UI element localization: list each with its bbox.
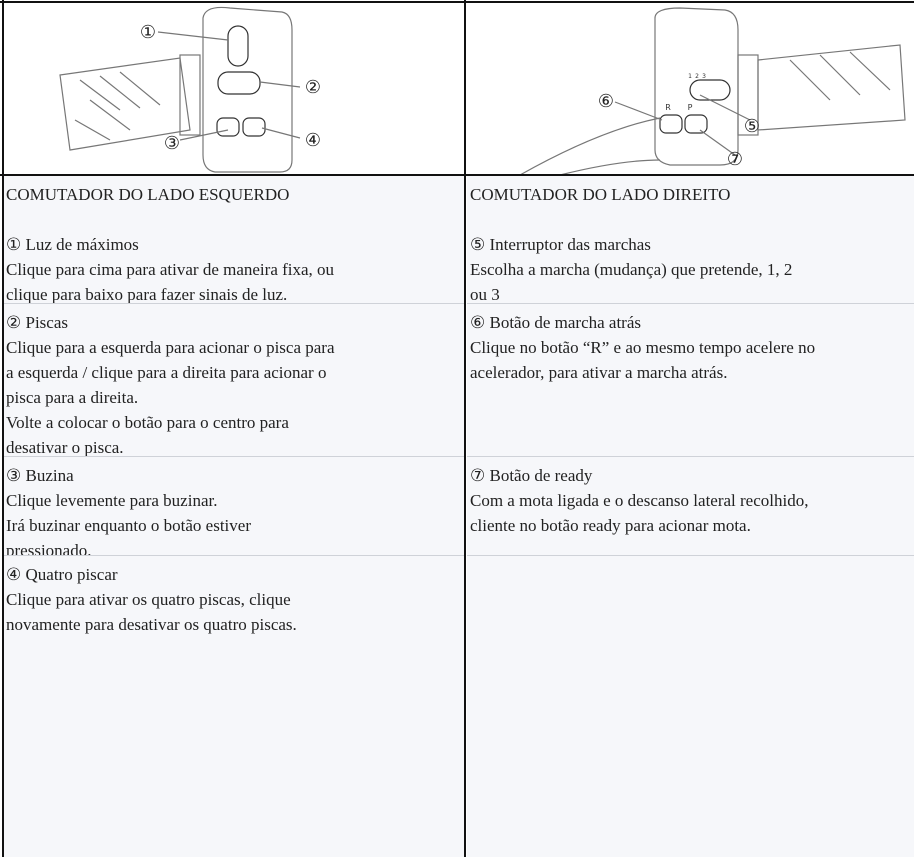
table-cell (467, 555, 914, 857)
item-title: ⑦ Botão de ready (470, 466, 593, 485)
item-text: Volte a colocar o botão para o centro pa… (6, 413, 289, 432)
switch-label: 3 (702, 73, 706, 80)
item-text: Clique para cima para ativar de maneira … (6, 260, 335, 279)
callout: ③ (164, 133, 180, 154)
item-text: Clique para a esquerda para acionar o pi… (6, 338, 335, 357)
item-text: cliente no botão ready para acionar mota… (470, 516, 751, 535)
table-cell: ④ Quatro piscar Clique para ativar os qua… (3, 555, 465, 857)
border (2, 0, 4, 857)
item-text: novamente para desativar os quatro pisca… (6, 615, 297, 634)
switch-label: R (665, 103, 671, 112)
item-text: pisca para a direita. (6, 388, 139, 407)
border (0, 1, 914, 3)
heading: COMUTADOR DO LADO DIREITO (470, 185, 731, 204)
item-title: ⑤ Interruptor das marchas (470, 235, 651, 254)
border (464, 0, 466, 857)
item-text: desativar o pisca. (6, 438, 124, 456)
item-title: ① Luz de máximos (6, 235, 139, 254)
item-text: Escolha a marcha (mudança) que pretende,… (470, 260, 793, 279)
switch-label: 1 (688, 73, 692, 80)
table-cell: ② Piscas Clique para a esquerda para acio… (3, 303, 465, 456)
table-cell: ⑥ Botão de marcha atrás Clique no botão “… (467, 303, 914, 456)
item-text: Com a mota ligada e o descanso lateral r… (470, 491, 809, 510)
item-title: ④ Quatro piscar (6, 565, 118, 584)
spacer (6, 207, 465, 232)
switch-label: 2 (695, 73, 699, 80)
border (0, 174, 914, 176)
spacer (470, 207, 914, 232)
callout: ② (305, 77, 321, 98)
item-text: Irá buzinar enquanto o botão estiver (6, 516, 251, 535)
item-text: a esquerda / clique para a direita para … (6, 363, 327, 382)
table-cell: COMUTADOR DO LADO ESQUERDO ① Luz de máxim… (3, 175, 465, 303)
item-title: ② Piscas (6, 313, 68, 332)
callout: ⑦ (727, 149, 743, 170)
item-title: ⑥ Botão de marcha atrás (470, 313, 642, 332)
switch-label: P (688, 103, 693, 112)
item-text: clique para baixo para fazer sinais de l… (6, 285, 288, 303)
item-text: ou 3 (470, 285, 500, 303)
item-text: Clique levemente para buzinar. (6, 491, 218, 510)
item-text: pressionado. (6, 541, 92, 555)
item-text: acelerador, para ativar a marcha atrás. (470, 363, 728, 382)
callout: ⑤ (744, 116, 760, 137)
item-title: ③ Buzina (6, 466, 74, 485)
table-cell: ⑦ Botão de ready Com a mota ligada e o de… (467, 456, 914, 555)
heading: COMUTADOR DO LADO ESQUERDO (6, 185, 290, 204)
callout: ① (140, 22, 156, 43)
callout: ⑥ (598, 91, 614, 112)
table-cell: ③ Buzina Clique levemente para buzinar. Ir… (3, 456, 465, 555)
switch-illustrations: ① ② ③ ④ ⑤ ⑥ ⑦ 1 2 3 R P (59, 6, 906, 176)
table-cell: COMUTADOR DO LADO DIREITO ⑤ Interruptor d… (467, 175, 914, 303)
callout: ④ (305, 130, 321, 151)
item-text: Clique no botão “R” e ao mesmo tempo ace… (470, 338, 816, 357)
item-text: Clique para ativar os quatro piscas, cli… (6, 590, 291, 609)
